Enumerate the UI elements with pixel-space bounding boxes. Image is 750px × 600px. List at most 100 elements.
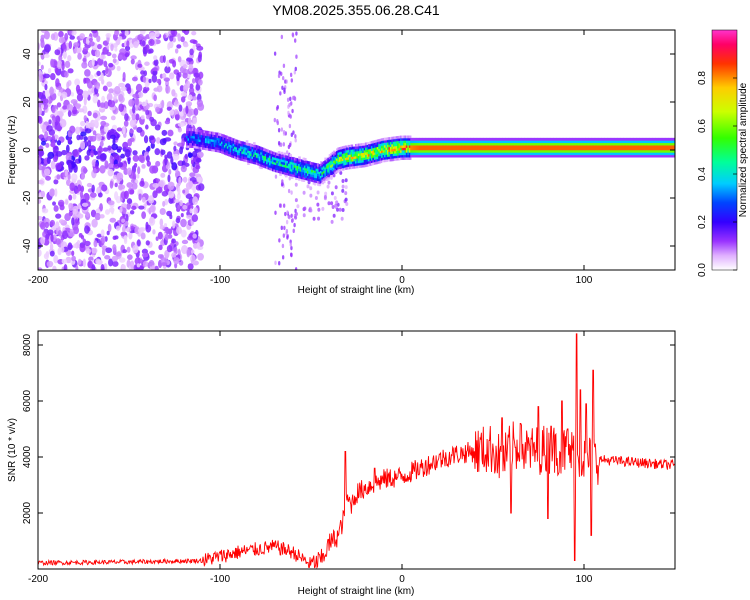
ridge-cell	[584, 147, 588, 151]
ridge-cell	[451, 152, 454, 156]
ridge-cell	[248, 157, 252, 161]
ridge-cell	[637, 142, 640, 146]
ridge-cell	[219, 138, 223, 141]
ridge-cell	[295, 162, 298, 166]
ridge-cell	[378, 151, 381, 154]
ridge-cell	[306, 165, 310, 169]
ridge-cell	[532, 149, 536, 153]
noise-cell	[180, 91, 188, 97]
ridge-cell	[605, 142, 608, 146]
ridge-cell	[212, 141, 215, 145]
ridge-cell	[303, 165, 307, 168]
ridge-cell	[452, 142, 456, 146]
noise-cell	[52, 265, 57, 270]
ridge-cell	[512, 142, 515, 146]
ridge-cell	[523, 149, 527, 153]
ridge-cell	[563, 140, 566, 144]
ridge-cell	[267, 152, 271, 156]
ridge-cell	[432, 149, 435, 153]
noise-cell	[115, 225, 121, 231]
ridge-cell	[215, 144, 218, 148]
ridge-cell	[437, 152, 441, 156]
ridge-cell	[520, 142, 524, 146]
ridge-cell	[439, 137, 442, 141]
noise-cell	[138, 227, 144, 234]
ridge-cell	[298, 178, 301, 181]
ridge-cell	[276, 160, 279, 164]
ridge-cell	[250, 153, 253, 157]
ridge-cell	[669, 152, 673, 156]
ridge-cell	[337, 164, 341, 168]
noise-cell	[185, 101, 193, 107]
noise-cell	[139, 30, 146, 35]
ridge-cell	[264, 153, 268, 157]
ridge-cell	[376, 153, 380, 157]
ridge-cell	[579, 137, 582, 141]
ridge-cell	[665, 137, 668, 141]
ridge-cell	[653, 154, 657, 158]
noise-cell	[135, 97, 140, 106]
noise-cell	[99, 140, 104, 147]
ridge-cell	[557, 137, 560, 141]
ridge-cell	[625, 145, 629, 148]
ridge-cell	[330, 155, 333, 159]
ridge-cell	[536, 149, 540, 153]
ridge-cell	[267, 161, 271, 165]
ridge-cell	[503, 152, 507, 156]
ridge-cell	[213, 132, 217, 136]
noise-cell	[165, 228, 170, 235]
noise-cell	[164, 119, 171, 125]
ridge-cell	[590, 140, 594, 144]
ridge-cell	[334, 166, 338, 170]
ridge-cell	[430, 140, 434, 144]
ridge-cell	[501, 142, 505, 146]
ridge-cell	[197, 141, 201, 145]
ridge-cell	[334, 151, 338, 155]
ridge-cell	[430, 154, 434, 158]
ridge-cell	[474, 137, 477, 141]
ridge-cell	[303, 157, 307, 161]
ridge-cell	[299, 168, 303, 172]
ridge-cell	[506, 145, 509, 148]
noise-cell	[167, 42, 171, 51]
ridge-cell	[401, 147, 405, 151]
ridge-cell	[322, 173, 326, 176]
noise-cell	[123, 235, 128, 242]
ridge-cell	[336, 162, 339, 166]
ridge-cell	[372, 140, 376, 144]
ridge-cell	[379, 138, 383, 142]
noise-cell	[182, 72, 188, 79]
y-tick-label: -20	[22, 190, 33, 205]
noise-cell	[117, 54, 123, 60]
ridge-cell	[637, 147, 640, 151]
ridge-cell	[203, 147, 207, 151]
ridge-cell	[568, 142, 572, 146]
ridge-cell	[504, 145, 508, 148]
ridge-cell	[308, 161, 311, 165]
ridge-cell	[349, 154, 352, 158]
ridge-cell	[515, 145, 518, 148]
ridge-cell	[381, 155, 384, 158]
noise-cell	[68, 40, 73, 50]
noise-cell	[289, 72, 293, 78]
ridge-cell	[238, 150, 242, 154]
ridge-cell	[605, 147, 608, 151]
ridge-cell	[535, 149, 539, 153]
noise-cell	[309, 208, 313, 213]
ridge-cell	[349, 166, 352, 170]
ridge-cell	[405, 140, 409, 144]
ridge-cell	[672, 147, 675, 151]
ridge-cell	[452, 145, 456, 148]
ridge-cell	[362, 142, 365, 146]
ridge-cell	[206, 130, 210, 134]
ridge-cell	[336, 153, 339, 156]
noise-cell	[68, 231, 75, 237]
ridge-cell	[667, 137, 671, 141]
ridge-cell	[593, 140, 597, 144]
noise-cell	[149, 165, 156, 174]
ridge-cell	[437, 140, 441, 144]
ridge-cell	[346, 159, 349, 163]
ridge-cell	[532, 137, 536, 141]
noise-cell	[177, 122, 185, 127]
